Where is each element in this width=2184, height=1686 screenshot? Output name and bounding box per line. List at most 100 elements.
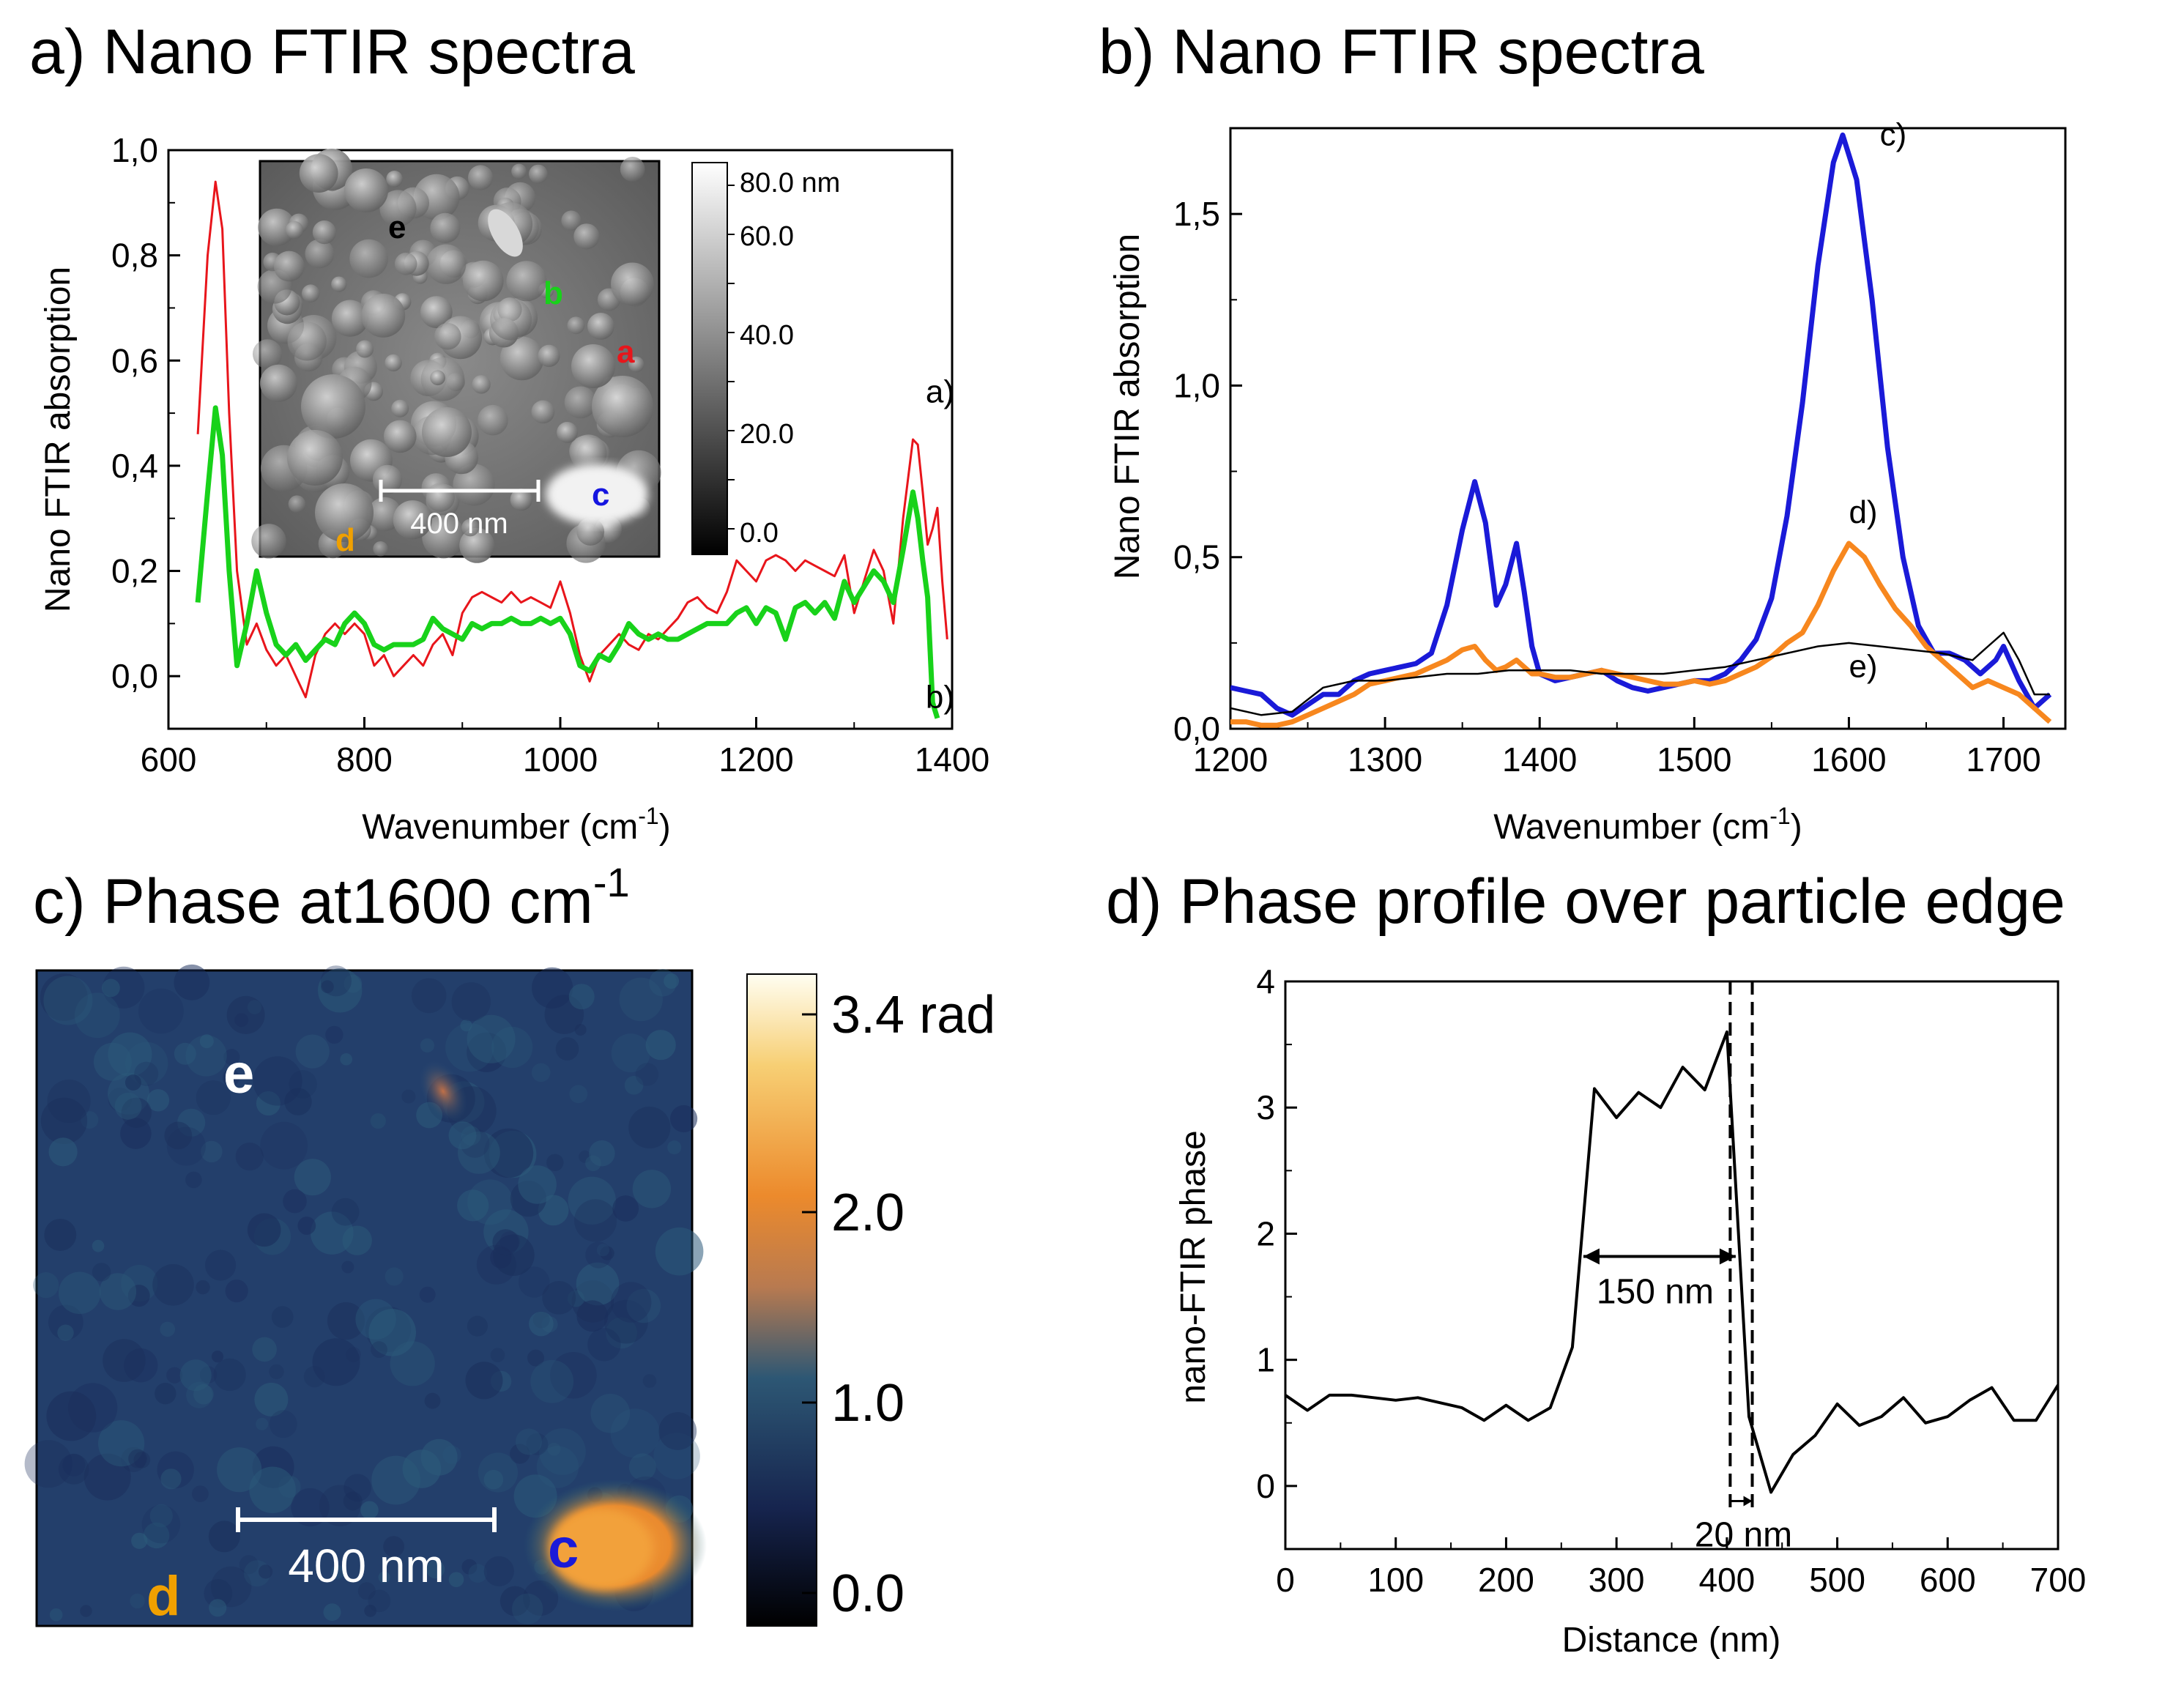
phase-speckle: [222, 1069, 239, 1087]
panel-c: c) Phase at1600 cm-1 400 nm e d c 3.4 ra…: [24, 859, 995, 1627]
phase-speckle: [448, 1572, 464, 1587]
afm-grain: [420, 296, 453, 328]
phase-speckle: [343, 1491, 363, 1511]
panel-d-series: [1285, 1030, 2058, 1494]
afm-grain: [434, 322, 461, 350]
phase-speckle: [461, 1126, 481, 1146]
afm-scalebar-label: 400 nm: [410, 508, 508, 540]
phase-speckle: [483, 1556, 514, 1586]
phase-speckle: [419, 1286, 436, 1303]
phase-speckle: [174, 1042, 196, 1065]
phase-speckle: [43, 976, 93, 1025]
afm-grain: [506, 261, 547, 302]
afm-grain: [287, 322, 327, 361]
phase-speckle: [319, 1485, 361, 1526]
panel-b-curve-label-1: d): [1849, 494, 1877, 530]
phase-speckle: [600, 1246, 614, 1260]
phase-speckle: [355, 1299, 396, 1340]
panel-d-xtick-label: 100: [1367, 1561, 1424, 1599]
panel-d-title: d) Phase profile over particle edge: [1106, 866, 2065, 937]
panel-b-series-line-2: [1230, 631, 2050, 716]
phase-speckle: [80, 1605, 92, 1617]
panel-b-series-line-0: [1230, 132, 2052, 718]
phase-speckle: [225, 1280, 248, 1303]
phase-speckle: [297, 1217, 316, 1235]
afm-grain-large: [592, 376, 653, 437]
phase-speckle: [527, 1349, 544, 1367]
phase-speckle: [483, 1128, 534, 1178]
phase-speckle: [252, 1337, 277, 1362]
phase-speckle: [211, 1351, 224, 1363]
afm-grain: [299, 154, 338, 193]
phase-speckle: [33, 1272, 59, 1299]
phase-speckle: [364, 1605, 377, 1617]
panel-d-xtick-label: 500: [1809, 1561, 1865, 1599]
panel-b-series: [1230, 132, 2052, 728]
afm-grain: [538, 344, 560, 367]
panel-b-xtick-label: 1200: [1193, 740, 1268, 779]
phase-speckle: [146, 1089, 170, 1112]
afm-grain: [285, 220, 304, 239]
phase-speckle: [312, 1338, 360, 1386]
phase-speckle: [569, 1085, 588, 1104]
afm-grain: [305, 239, 335, 269]
phase-speckle: [357, 1582, 376, 1600]
afm-grain: [461, 519, 480, 537]
phase-speckle: [102, 978, 120, 998]
phase-speckle: [103, 1339, 146, 1382]
phase-speckle: [518, 1165, 557, 1204]
afm-colorbar-label-40: 40.0: [740, 320, 794, 351]
afm-grain: [587, 313, 614, 340]
phase-speckle: [574, 1024, 587, 1036]
phase-speckle: [343, 1474, 371, 1502]
panel-a-axes: 600 800 1000 1200 1400 0,0 0,2 0,4 0,6 0,8 1,0: [111, 131, 989, 779]
phase-hotspot-core: [549, 1509, 652, 1589]
panel-a-xtick-label: 600: [141, 740, 197, 779]
phase-colorbar: [746, 973, 817, 1627]
panel-a-title: a) Nano FTIR spectra: [29, 17, 635, 87]
phase-speckle: [166, 1126, 206, 1166]
phase-speckle: [624, 1076, 644, 1095]
phase-speckle: [138, 988, 184, 1034]
afm-grain: [573, 223, 600, 250]
panel-b-xlabel: Wavenumber (cm-1): [1493, 803, 1802, 847]
phase-speckle: [589, 1140, 615, 1167]
phase-speckle: [62, 1453, 86, 1477]
phase-speckle: [642, 1374, 657, 1388]
phase-speckle: [318, 968, 363, 1013]
panel-a-xtick-label: 1400: [915, 740, 989, 779]
phase-speckle: [141, 1504, 181, 1544]
phase-speckle: [550, 1352, 597, 1399]
phase-speckle: [360, 1501, 379, 1520]
phase-speckle: [40, 1097, 88, 1145]
phase-speckle: [152, 1264, 194, 1306]
afm-grain: [356, 340, 374, 358]
panel-d-series-line-0: [1285, 1030, 2058, 1494]
phase-speckle: [568, 984, 595, 1010]
panel-b-curve-label-0: c): [1880, 116, 1907, 152]
phase-speckle: [284, 1088, 312, 1115]
afm-grain: [273, 250, 305, 282]
phase-speckle: [108, 1032, 152, 1077]
afm-grain: [361, 294, 406, 338]
phase-speckle: [223, 1049, 240, 1066]
phase-speckle: [667, 1140, 682, 1155]
phase-speckle: [196, 1080, 231, 1115]
afm-grain: [510, 489, 532, 511]
phase-speckle: [426, 1560, 445, 1579]
phase-speckle: [590, 1394, 631, 1433]
phase-speckle: [658, 1412, 697, 1450]
phase-speckle: [103, 966, 145, 1009]
panel-a-xtick-label: 800: [336, 740, 393, 779]
phase-speckle: [327, 1302, 365, 1340]
phase-speckle: [127, 1285, 150, 1307]
panel-a-ytick-label: 1,0: [111, 131, 158, 169]
panel-d-xtick-label: 200: [1478, 1561, 1534, 1599]
phase-speckle: [626, 1288, 661, 1323]
phase-speckle: [40, 973, 88, 1021]
panel-d-xtick-label: 700: [2030, 1561, 2087, 1599]
phase-speckle: [632, 1170, 672, 1208]
phase-colorbar-label-3-4: 3.4 rad: [831, 986, 995, 1044]
panel-d: d) Phase profile over particle edge 0 100…: [1106, 866, 2086, 1660]
phase-speckle: [323, 1603, 341, 1622]
